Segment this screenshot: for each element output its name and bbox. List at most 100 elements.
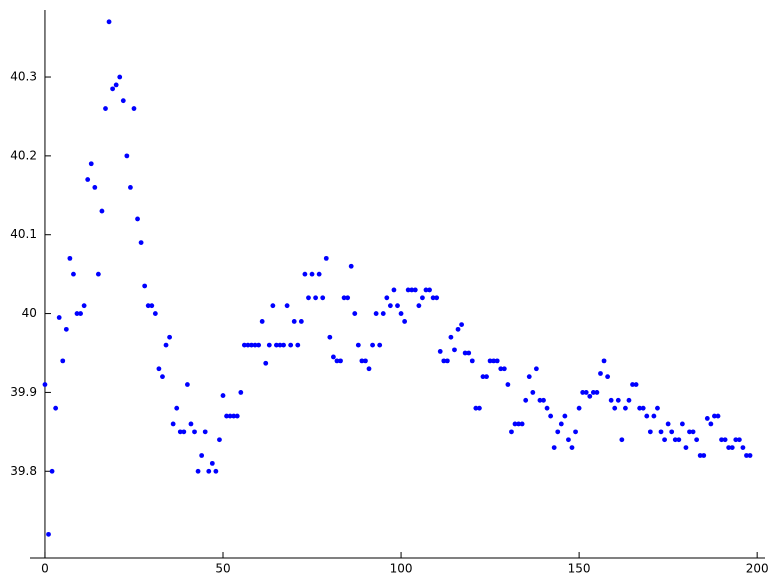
point bbox=[245, 342, 251, 348]
point bbox=[423, 287, 429, 293]
point bbox=[448, 334, 454, 340]
point bbox=[480, 374, 486, 380]
point bbox=[640, 405, 646, 411]
point bbox=[676, 437, 682, 443]
point bbox=[227, 413, 233, 419]
point bbox=[573, 429, 578, 435]
point bbox=[85, 177, 91, 182]
point bbox=[224, 413, 229, 419]
point bbox=[106, 19, 112, 25]
point bbox=[181, 429, 187, 435]
x-tick-label: 200 bbox=[746, 562, 769, 576]
point bbox=[729, 445, 735, 451]
point bbox=[719, 437, 724, 443]
point bbox=[427, 287, 432, 293]
point bbox=[380, 311, 386, 316]
point bbox=[384, 295, 390, 301]
point bbox=[612, 405, 618, 411]
point bbox=[263, 360, 269, 366]
y-tick-label: 40.1 bbox=[10, 227, 37, 241]
point bbox=[576, 405, 582, 411]
point bbox=[619, 437, 625, 443]
point bbox=[377, 342, 383, 348]
point bbox=[537, 397, 543, 403]
point bbox=[110, 86, 116, 92]
point bbox=[135, 216, 140, 222]
point bbox=[348, 263, 354, 269]
x-tick-label: 100 bbox=[390, 562, 413, 576]
point bbox=[167, 334, 172, 340]
point bbox=[149, 303, 155, 309]
point bbox=[373, 311, 379, 316]
point bbox=[430, 295, 436, 301]
point bbox=[566, 437, 571, 443]
point bbox=[284, 303, 290, 309]
point bbox=[484, 374, 489, 380]
point bbox=[302, 271, 308, 277]
point bbox=[313, 295, 318, 301]
point bbox=[548, 413, 554, 419]
point bbox=[95, 271, 101, 277]
point bbox=[469, 358, 475, 364]
point bbox=[184, 382, 190, 387]
point bbox=[662, 437, 667, 443]
point bbox=[295, 342, 301, 348]
point bbox=[74, 311, 80, 316]
point bbox=[103, 106, 108, 111]
point bbox=[459, 322, 464, 328]
point bbox=[626, 397, 632, 403]
point bbox=[694, 437, 700, 443]
point bbox=[160, 374, 165, 380]
point bbox=[651, 413, 657, 419]
y-tick-label: 40.3 bbox=[10, 70, 37, 84]
point bbox=[744, 453, 749, 458]
point bbox=[598, 371, 603, 376]
point bbox=[206, 468, 212, 474]
point bbox=[541, 397, 546, 403]
point bbox=[558, 421, 564, 427]
point bbox=[630, 382, 635, 387]
point bbox=[412, 287, 418, 293]
point bbox=[92, 185, 98, 190]
point bbox=[270, 303, 276, 309]
point bbox=[615, 397, 621, 403]
point bbox=[259, 319, 265, 324]
point bbox=[355, 342, 361, 348]
point bbox=[352, 311, 358, 316]
point bbox=[516, 421, 521, 427]
point bbox=[398, 311, 404, 316]
point bbox=[53, 405, 59, 411]
point bbox=[359, 358, 365, 364]
point bbox=[99, 208, 105, 214]
point bbox=[231, 413, 237, 419]
point bbox=[81, 303, 87, 309]
point bbox=[117, 74, 123, 80]
point bbox=[487, 358, 493, 364]
point bbox=[113, 82, 119, 88]
point bbox=[509, 429, 514, 435]
point bbox=[274, 342, 279, 348]
point bbox=[608, 397, 614, 403]
y-tick-label: 39.8 bbox=[10, 464, 37, 478]
point bbox=[501, 366, 507, 372]
point bbox=[462, 350, 468, 356]
point bbox=[697, 453, 703, 458]
point bbox=[733, 437, 739, 443]
point bbox=[498, 366, 504, 372]
x-tick-label: 0 bbox=[41, 562, 49, 576]
point bbox=[665, 421, 671, 427]
point bbox=[124, 153, 130, 159]
point bbox=[420, 295, 425, 301]
point bbox=[526, 374, 532, 380]
point bbox=[170, 421, 176, 427]
point bbox=[366, 366, 372, 372]
y-tick-label: 40 bbox=[22, 306, 37, 320]
point bbox=[505, 382, 511, 387]
point bbox=[288, 342, 294, 348]
point bbox=[323, 255, 329, 261]
point bbox=[405, 287, 411, 293]
point bbox=[715, 413, 721, 419]
point bbox=[345, 295, 351, 301]
point bbox=[704, 416, 710, 421]
point bbox=[163, 342, 169, 348]
